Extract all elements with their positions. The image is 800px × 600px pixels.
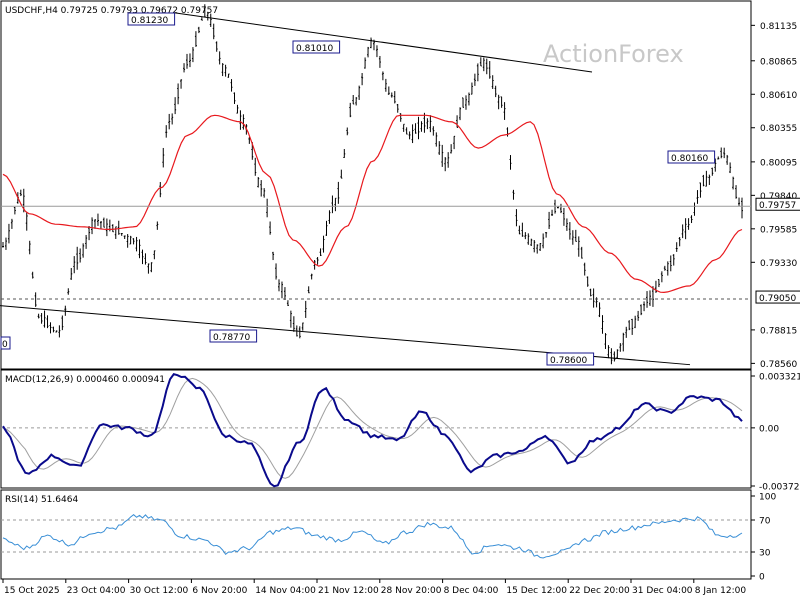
x-tick-label: 22 Dec 20:00	[569, 586, 630, 596]
moving-average-line	[2, 114, 743, 294]
support-price-tag-box	[755, 290, 800, 304]
x-tick-label: 8 Dec 04:00	[444, 586, 499, 596]
macd-tick-label: -0.003723	[759, 483, 800, 493]
ma-path	[2, 114, 743, 294]
price-tick-label: 0.80355	[760, 124, 797, 134]
annotation-box	[127, 12, 176, 26]
support-price-tag: 0.79050	[759, 294, 796, 304]
price-tick-label: 0.79585	[760, 225, 797, 235]
left-edge-box	[0, 336, 11, 350]
upper-trendline	[174, 12, 593, 73]
rsi-axis-ticks: 100 70 30 0	[751, 493, 776, 583]
price-tick-label: 0.80610	[760, 91, 797, 101]
x-tick-label: 15 Oct 2025	[4, 586, 60, 596]
x-tick-label: 21 Nov 12:00	[318, 586, 379, 596]
macd-lines	[2, 373, 743, 488]
rsi-level-lines	[1, 519, 751, 553]
x-tick-label: 15 Dec 12:00	[506, 586, 567, 596]
watermark: ActionForex	[543, 40, 684, 68]
x-tick-label: 30 Oct 12:00	[130, 586, 189, 596]
price-axis-ticks: 0.81135 0.80865 0.80610 0.80355 0.80095 0.798…	[751, 22, 800, 370]
x-tick-label: 8 Jan 12:00	[695, 586, 747, 596]
current-price-tag-box	[755, 197, 800, 211]
x-tick-label: 6 Nov 20:00	[192, 586, 247, 596]
annotation-box	[546, 352, 595, 366]
x-axis-labels: 15 Oct 2025 23 Oct 04:00 30 Oct 12:00 6 Nov…	[2, 579, 747, 596]
price-tick-label: 0.80095	[760, 158, 797, 168]
macd-main-line	[2, 373, 743, 488]
annotation-label: 0.80160	[671, 154, 708, 164]
annotation-label: 0.78600	[550, 356, 587, 366]
annotation-box	[209, 329, 258, 343]
annotation-label: 0.78770	[213, 333, 250, 343]
annotation-label: 0.81010	[296, 44, 333, 54]
rsi-panel-frame	[0, 489, 752, 580]
annotation-label: 0.81230	[131, 16, 168, 26]
rsi-tick-label: 30	[759, 549, 771, 559]
left-edge-label: 0	[2, 340, 8, 350]
macd-panel-frame	[0, 369, 752, 489]
price-tick-label: 0.78560	[760, 360, 797, 370]
macd-axis-ticks: 0.003321 0.00 -0.003723	[751, 373, 800, 493]
annotation-box	[292, 40, 341, 54]
macd-tick-label: 0.003321	[759, 373, 800, 383]
rsi-tick-label: 0	[759, 573, 765, 583]
x-tick-label: 31 Dec 04:00	[632, 586, 693, 596]
price-annotations: 0.81230 0.81010 0.78770 0.78600 0.80160 0	[0, 12, 716, 366]
macd-tick-label: 0.00	[759, 424, 779, 434]
rsi-header: RSI(14) 51.6464	[5, 495, 78, 505]
price-header: USDCHF,H4 0.79725 0.79793 0.79672 0.7975…	[5, 6, 218, 16]
price-tick-label: 0.78815	[760, 326, 797, 336]
price-tick-label: 0.79840	[760, 192, 797, 202]
price-levels	[1, 205, 751, 300]
current-price-tag: 0.79757	[759, 201, 796, 211]
rsi-path	[2, 514, 743, 559]
x-tick-label: 14 Nov 04:00	[255, 586, 316, 596]
rsi-tick-label: 100	[759, 493, 776, 503]
price-tick-label: 0.80865	[760, 57, 797, 67]
annotation-box	[667, 150, 716, 164]
price-tick-label: 0.81135	[760, 22, 797, 32]
macd-signal-line	[2, 377, 743, 479]
x-tick-label: 23 Oct 04:00	[67, 586, 126, 596]
rsi-tick-label: 70	[759, 517, 771, 527]
macd-header: MACD(12,26,9) 0.000460 0.000941	[5, 375, 165, 385]
price-panel-frame	[0, 0, 752, 370]
rsi-line	[2, 514, 743, 559]
x-tick-label: 28 Nov 20:00	[381, 586, 442, 596]
price-tick-label: 0.79330	[760, 259, 797, 269]
price-candles	[2, 4, 743, 365]
